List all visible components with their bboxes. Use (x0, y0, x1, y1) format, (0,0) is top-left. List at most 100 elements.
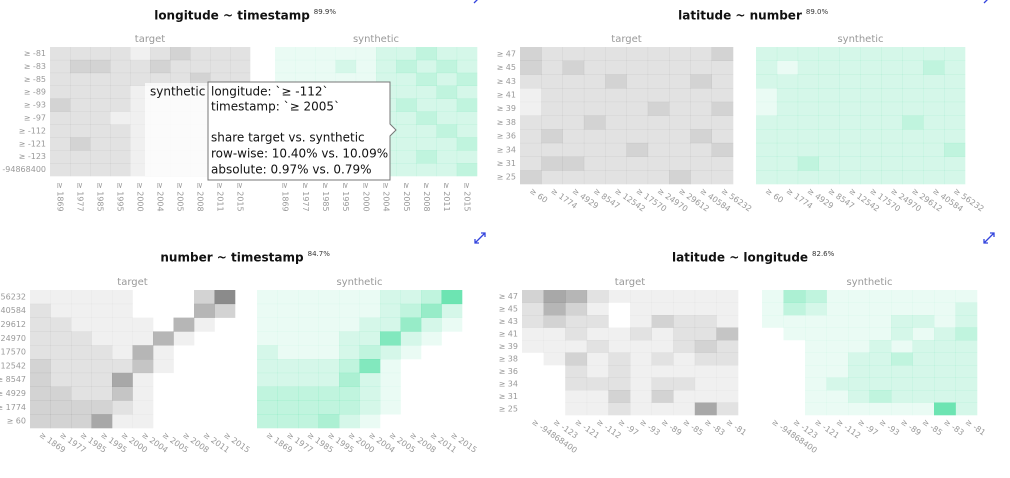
heat-cell (848, 377, 870, 391)
heat-cell (298, 303, 319, 318)
heat-cell (818, 115, 840, 130)
heat-cell (608, 402, 631, 416)
heat-cell (626, 156, 649, 171)
heat-cell (91, 414, 113, 429)
heat-cell (153, 345, 174, 360)
heat-cell (902, 60, 924, 75)
heat-cell (934, 390, 956, 403)
heat-cell (797, 142, 819, 157)
x-tick-label: ≥ -93 (878, 417, 901, 437)
heat-cell (173, 331, 195, 346)
heat-cell (912, 390, 935, 403)
heat-cell (955, 302, 978, 316)
heat-cell (673, 327, 696, 341)
heat-cell (298, 359, 319, 374)
heat-cell (826, 402, 849, 416)
heat-cell (923, 129, 945, 144)
y-tick-label: ≥ 41 (497, 90, 516, 99)
x-tick-label: ≥ 2011 (442, 182, 451, 212)
heat-cell (608, 377, 631, 391)
heat-cell (396, 47, 417, 61)
heat-cell (130, 72, 151, 86)
heat-cell (436, 124, 458, 138)
heat-cell (339, 345, 360, 360)
heat-cell (690, 101, 712, 116)
heat-cell (194, 414, 215, 428)
heat-cell (673, 390, 696, 403)
heat-cell (91, 386, 113, 401)
heat-cell (257, 317, 278, 332)
heat-cell (110, 98, 131, 112)
heat-cell (112, 303, 133, 318)
heat-cell (522, 327, 544, 341)
expand-icon[interactable] (983, 0, 988, 4)
heat-cell (826, 352, 849, 366)
heat-cell (359, 331, 381, 346)
heat-cell (605, 170, 627, 185)
expand-icon[interactable] (474, 232, 486, 244)
heat-cell (112, 400, 133, 415)
heat-cell (869, 315, 892, 328)
heat-cell (436, 137, 458, 151)
heat-cell (673, 377, 696, 391)
tooltip-line: timestamp: `≥ 2005` (211, 100, 340, 114)
heat-cell (694, 365, 717, 378)
heat-cell (153, 331, 174, 346)
heat-cell (805, 290, 827, 303)
heat-cell (605, 74, 627, 89)
heat-cell (647, 47, 670, 61)
heat-cell (756, 74, 778, 89)
heat-cell (711, 170, 734, 185)
heat-cell (756, 142, 778, 157)
heat-cell (565, 402, 588, 416)
heat-cell (132, 414, 154, 429)
heat-cell (762, 290, 784, 303)
expand-icon[interactable] (983, 232, 995, 244)
heat-cell (441, 317, 463, 332)
heat-cell (562, 156, 585, 171)
heat-cell (421, 303, 442, 318)
heat-cell (421, 400, 442, 414)
heat-cell (716, 327, 739, 341)
heat-cell (605, 47, 627, 61)
heat-cell (934, 402, 956, 416)
heat-cell (112, 359, 133, 374)
heat-cell (110, 150, 131, 164)
expand-icon[interactable] (473, 0, 478, 4)
heat-cell (110, 137, 131, 151)
heat-cell (562, 115, 585, 130)
heat-cell (762, 365, 784, 378)
heat-cell (130, 47, 151, 61)
heat-cell (626, 142, 649, 157)
x-tick-label: ≥ 2011 (216, 182, 225, 212)
heat-cell (396, 163, 417, 177)
heat-cell (153, 400, 174, 414)
heat-cell (818, 156, 840, 171)
heat-cell (520, 142, 542, 157)
heat-cell (586, 390, 609, 403)
heat-cell (797, 129, 819, 144)
y-tick-label: ≥ 47 (499, 292, 518, 301)
heat-cell (543, 327, 566, 341)
heat-cell (456, 98, 478, 112)
heat-cell (400, 303, 422, 318)
x-tick-label: ≥ 2015 (462, 182, 471, 212)
heat-cell (694, 302, 717, 316)
heat-cell (133, 290, 154, 304)
heat-cell (944, 47, 966, 61)
heat-cell (673, 290, 696, 303)
heat-cell (132, 372, 154, 387)
heat-cell (716, 315, 739, 328)
x-tick-label: ≥ 60 (764, 186, 785, 205)
heat-cell (716, 302, 739, 316)
y-tick-label: ≥ 25 (499, 404, 518, 413)
heat-cell (456, 163, 478, 177)
tooltip-line: longitude: `≥ -112` (211, 85, 329, 99)
heat-cell (416, 111, 437, 125)
heat-cell (565, 327, 588, 341)
heat-cell (860, 60, 882, 75)
heat-cell (848, 315, 870, 328)
heat-cell (132, 317, 154, 332)
heat-cell (277, 386, 299, 401)
heat-cell (934, 377, 956, 391)
